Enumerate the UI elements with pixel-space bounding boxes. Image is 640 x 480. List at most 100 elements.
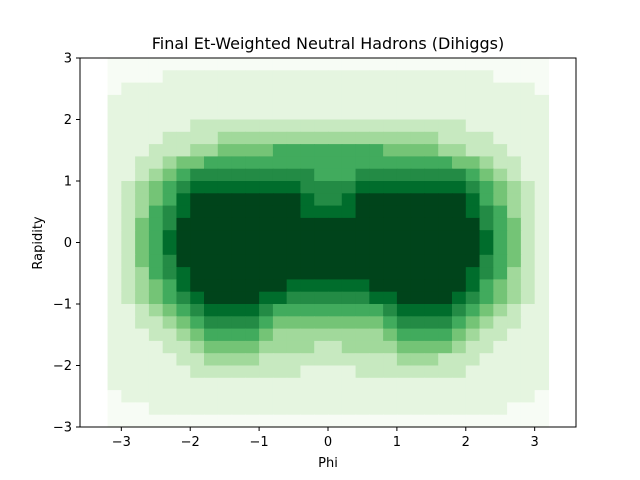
heatmap-cell [452, 340, 467, 354]
heatmap-cell [204, 119, 219, 133]
heatmap-cell [245, 316, 260, 330]
heatmap-cell [383, 328, 398, 342]
heatmap-cell [341, 304, 357, 317]
heatmap-cell [135, 193, 150, 207]
y-axis-label: Rapidity [31, 216, 46, 270]
heatmap-cell [534, 230, 550, 244]
heatmap-cell [190, 107, 205, 121]
heatmap-cell [314, 340, 329, 354]
heatmap-cell [121, 82, 136, 96]
heatmap-cell [272, 70, 288, 84]
heatmap-cell [121, 267, 136, 280]
heatmap-cell [383, 217, 398, 231]
heatmap-cell [493, 131, 508, 145]
heatmap-cell [162, 131, 178, 145]
heatmap-cell [534, 365, 550, 379]
heatmap-cell [162, 230, 178, 244]
heatmap-cell [300, 217, 315, 231]
heatmap-cell [534, 217, 550, 231]
heatmap-cell [341, 279, 357, 293]
heatmap-cell [272, 168, 288, 182]
heatmap-cell [355, 119, 370, 133]
heatmap-cell [176, 242, 191, 256]
heatmap-cell [452, 217, 467, 231]
heatmap-cell [452, 390, 467, 403]
heatmap-cell [272, 390, 288, 403]
heatmap-cell [135, 414, 150, 428]
heatmap-cell [148, 119, 164, 133]
heatmap-cell [369, 205, 384, 219]
heatmap-cell [493, 205, 508, 219]
heatmap-cell [534, 107, 550, 121]
heatmap-cell [507, 205, 522, 219]
heatmap-cell [452, 279, 467, 293]
x-tick-label: 3 [531, 435, 539, 450]
heatmap-cell [190, 193, 205, 207]
heatmap-cell [424, 144, 439, 157]
heatmap-cell [300, 181, 315, 194]
heatmap-cell [493, 193, 508, 207]
heatmap-cell [355, 230, 370, 244]
heatmap-cell [245, 131, 260, 145]
heatmap-cell [507, 58, 522, 71]
heatmap-cell [534, 390, 550, 403]
heatmap-cell [396, 94, 412, 108]
heatmap-cell [272, 156, 288, 170]
heatmap-cell [107, 365, 122, 379]
heatmap-cell [245, 107, 260, 121]
heatmap-cell [190, 58, 205, 71]
heatmap-cell [190, 230, 205, 244]
heatmap-cell [383, 353, 398, 367]
heatmap-cell [272, 328, 288, 342]
heatmap-cell [121, 377, 136, 391]
heatmap-cell [424, 340, 439, 354]
y-tick-label: −2 [53, 359, 72, 374]
heatmap-cell [410, 414, 426, 428]
heatmap-cell [314, 217, 329, 231]
heatmap-cell [231, 279, 246, 293]
heatmap-cell [204, 168, 219, 182]
heatmap-cell [286, 58, 302, 71]
heatmap-cell [534, 168, 550, 182]
heatmap-cell [217, 377, 233, 391]
heatmap-cell [355, 340, 370, 354]
heatmap-cell [396, 328, 412, 342]
heatmap-cell [190, 304, 205, 317]
heatmap-cell [286, 131, 302, 145]
heatmap-cell [438, 217, 453, 231]
x-tick-label: −3 [112, 435, 131, 450]
heatmap-cell [286, 304, 302, 317]
heatmap-cell [328, 402, 343, 416]
heatmap-cell [534, 181, 550, 194]
heatmap-cell [217, 316, 233, 330]
heatmap-cell [259, 58, 274, 71]
heatmap-cell [162, 144, 178, 157]
x-axis-ticks: −3 −2 −1 0 1 2 3 [112, 427, 539, 450]
heatmap-cell [231, 316, 246, 330]
heatmap-cell [176, 353, 191, 367]
heatmap-cell [162, 217, 178, 231]
heatmap-cell [507, 131, 522, 145]
heatmap-cell [286, 377, 302, 391]
heatmap-cell [465, 58, 481, 71]
heatmap-cell [121, 304, 136, 317]
heatmap-cell [424, 279, 439, 293]
heatmap-cell [424, 414, 439, 428]
heatmap-cell [162, 119, 178, 133]
heatmap-cell [107, 254, 122, 268]
heatmap-cell [286, 242, 302, 256]
heatmap-cell [135, 217, 150, 231]
heatmap-cell [107, 304, 122, 317]
heatmap-cell [135, 365, 150, 379]
heatmap-cell [355, 217, 370, 231]
heatmap-cell [107, 156, 122, 170]
heatmap-cell [452, 168, 467, 182]
heatmap-cell [245, 119, 260, 133]
heatmap-cell [328, 58, 343, 71]
heatmap-cell [410, 144, 426, 157]
heatmap-cell [176, 390, 191, 403]
heatmap-cell [148, 353, 164, 367]
heatmap-cell [369, 119, 384, 133]
heatmap-cell [135, 131, 150, 145]
heatmap-cell [314, 181, 329, 194]
